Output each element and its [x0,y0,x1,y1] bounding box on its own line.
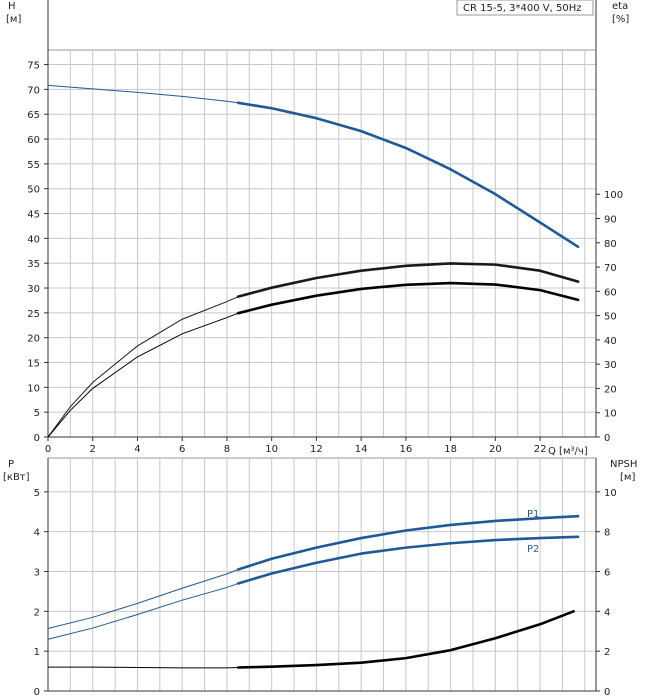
y2-tick-label: 40 [604,336,617,347]
x-tick-label: 18 [444,444,457,455]
y-tick-label: 75 [27,61,40,72]
y-tick-label: 5 [34,488,40,499]
series-bottom-2-bold [236,610,575,669]
y2-tick-label: 90 [604,215,617,226]
x-tick-label: 2 [90,444,96,455]
y-tick-label: 3 [34,568,40,579]
bottom-grid [47,457,597,692]
y-tick-label: 10 [27,383,40,394]
top-y2-label: eta [612,1,628,12]
y-tick-label: 60 [27,135,40,146]
series-top-2-thin [47,312,239,438]
top-y-label: H [8,1,16,12]
y2-tick-label: 100 [604,190,623,201]
y-tick-label: 35 [27,259,40,270]
bottom-axes: 0 1 2 3 4 5 0 2 4 6 8 10 [34,458,617,698]
top-chart: 0510152025303540455055606570750102030405… [6,0,629,457]
series-top-1-thin [47,296,239,438]
top-y-unit: [м] [6,14,21,25]
top-grid [47,49,597,438]
x-tick-label: 4 [134,444,140,455]
p2-label: P2 [527,544,539,555]
y2-tick-label: 70 [604,263,617,274]
y-tick-label: 55 [27,160,40,171]
title-box [456,0,594,16]
top-y2-unit: [%] [612,14,629,25]
y-tick-label: 2 [34,607,40,618]
x-tick-label: 6 [179,444,185,455]
series-top-1-bold [236,262,580,298]
p1-label: P1 [527,509,539,520]
y-tick-label: 30 [27,284,40,295]
y-tick-label: 40 [27,234,40,245]
y-tick-label: 4 [34,528,40,539]
y-tick-label: 70 [27,85,40,96]
bottom-y2-unit: [м] [620,472,635,483]
x-tick-label: 22 [534,444,547,455]
y2-tick-label: 6 [604,568,610,579]
bottom-y2-label: NPSH [610,459,637,470]
y2-tick-label: 0 [604,433,610,444]
x-tick-label: 20 [489,444,502,455]
x-tick-label: 12 [310,444,323,455]
series-bottom-1-thin [47,582,239,640]
series-bottom-2-thin [48,666,239,669]
y2-tick-label: 4 [604,607,610,618]
y-tick-label: 5 [34,408,40,419]
series-bottom-0-thin [47,569,239,629]
y-tick-label: 0 [34,687,40,698]
series-bottom-0-bold [236,514,580,571]
y-tick-label: 65 [27,110,40,121]
y2-tick-label: 0 [604,687,610,698]
y-tick-label: 0 [34,433,40,444]
y2-tick-label: 80 [604,239,617,250]
series-top-2-bold [236,281,580,315]
plot-frame [47,49,597,438]
y-tick-label: 45 [27,210,40,221]
x-tick-label: 0 [45,444,51,455]
y-tick-label: 50 [27,185,40,196]
series-top-0-thin [47,84,239,104]
y2-tick-label: 10 [604,488,617,499]
plot-frame [47,457,597,692]
top-series [47,84,580,438]
x-tick-label: 14 [355,444,368,455]
chart-title: CR 15-5, 3*400 V, 50Hz [463,3,581,14]
y-tick-label: 25 [27,309,40,320]
top-x-label: Q [м³/ч] [548,446,588,457]
y2-tick-label: 2 [604,647,610,658]
y-tick-label: 20 [27,334,40,345]
series-bottom-1-bold [236,535,580,585]
y2-tick-label: 60 [604,287,617,298]
bottom-y-label: P [8,459,14,470]
x-tick-label: 10 [265,444,278,455]
bottom-y-unit: [кВт] [3,472,30,483]
y2-tick-label: 30 [604,360,617,371]
bottom-chart: 0 1 2 3 4 5 0 2 4 6 8 10 P [кВт] NPSH [м] P1 P2 [3,457,637,698]
y-tick-label: 1 [34,647,40,658]
y2-tick-label: 50 [604,312,617,323]
bottom-series [47,514,580,669]
y-tick-label: 15 [27,359,40,370]
x-tick-label: 16 [400,444,413,455]
y2-tick-label: 8 [604,528,610,539]
top-axes: 0510152025303540455055606570750102030405… [27,0,623,455]
x-tick-label: 8 [224,444,230,455]
y2-tick-label: 20 [604,384,617,395]
y2-tick-label: 10 [604,409,617,420]
series-top-0-bold [236,101,580,249]
